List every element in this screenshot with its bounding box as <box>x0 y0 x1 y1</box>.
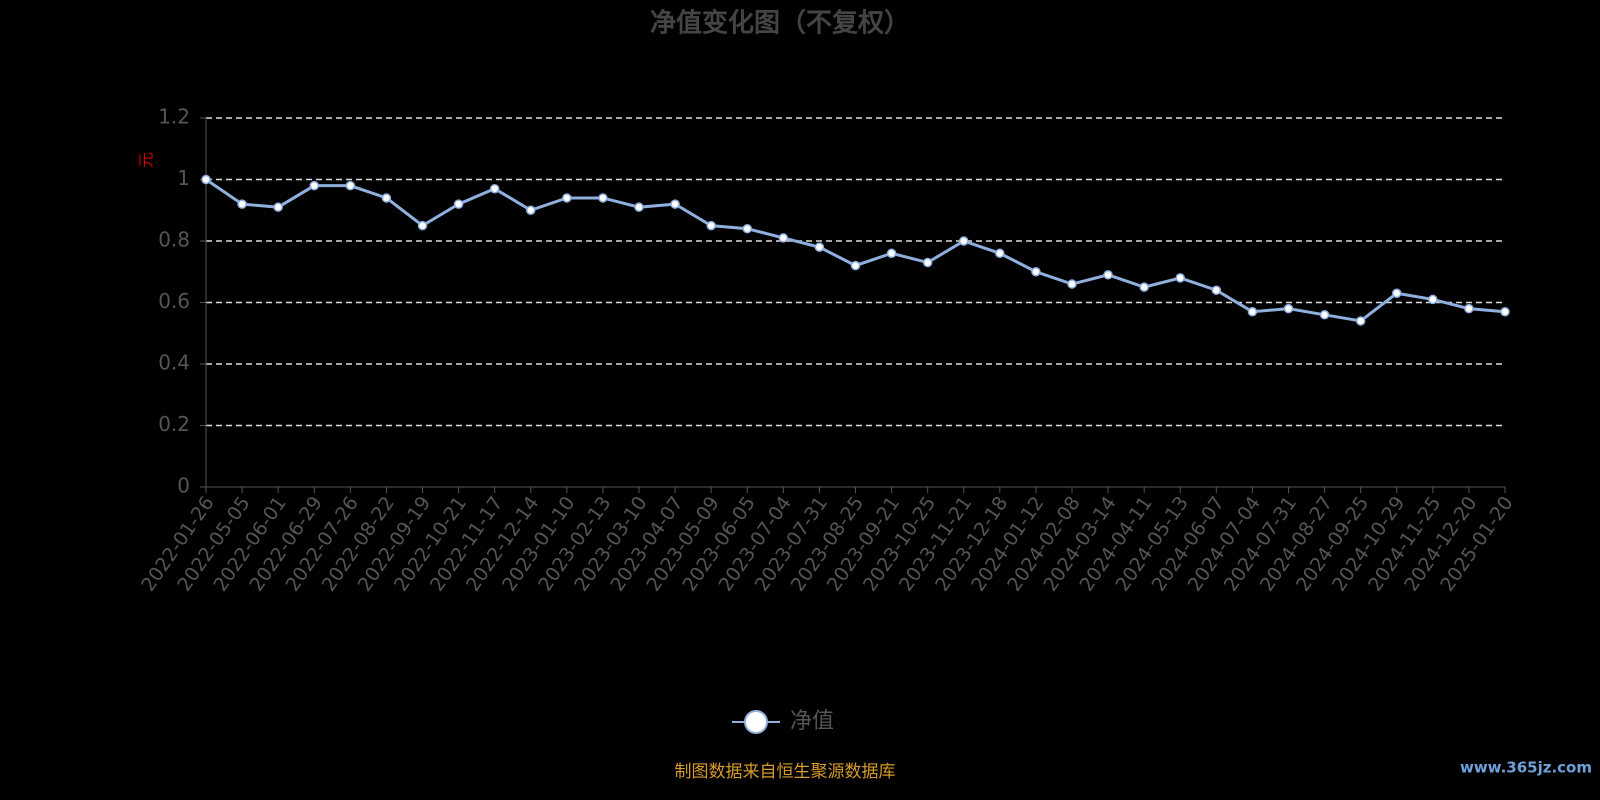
y-tick-label: 0.2 <box>158 412 190 436</box>
point <box>1103 270 1113 280</box>
point <box>1247 306 1258 317</box>
point <box>922 257 933 268</box>
line <box>205 178 1506 323</box>
y-tick-label: 0 <box>177 474 190 498</box>
y-tick-label: 0.8 <box>158 228 190 252</box>
y-tick-label: 0.6 <box>158 289 190 313</box>
point <box>201 174 211 185</box>
chart-title: 净值变化图（不复权） <box>650 8 910 39</box>
point <box>1392 288 1402 299</box>
y-tick-label: 1.2 <box>158 105 190 129</box>
point <box>1355 316 1366 326</box>
point <box>850 260 861 271</box>
point <box>1139 282 1149 292</box>
point <box>562 193 572 203</box>
point <box>670 199 680 209</box>
legend-marker <box>744 710 768 734</box>
point <box>1031 267 1041 277</box>
point <box>345 180 356 191</box>
point <box>1211 285 1222 295</box>
point <box>273 202 283 212</box>
point <box>1067 279 1077 289</box>
y-tick-label: 0.4 <box>158 351 190 375</box>
point <box>814 242 825 252</box>
point <box>706 220 716 231</box>
watermark: www.365jz.com <box>1460 759 1592 777</box>
point <box>417 220 428 231</box>
point <box>237 199 247 209</box>
point <box>1500 306 1510 317</box>
point <box>489 183 500 194</box>
point <box>381 193 392 203</box>
point <box>634 202 644 212</box>
point <box>742 223 752 234</box>
point <box>1175 273 1185 283</box>
point <box>778 233 789 243</box>
point <box>1428 294 1438 305</box>
point <box>526 205 536 215</box>
point <box>453 199 464 209</box>
point <box>1464 303 1474 314</box>
source-note: 制图数据来自恒生聚源数据库 <box>675 762 896 782</box>
point <box>1283 303 1294 314</box>
point <box>886 248 897 259</box>
point <box>959 236 969 246</box>
point <box>995 248 1005 259</box>
y-tick-label: 1 <box>177 166 190 190</box>
point <box>1319 310 1330 320</box>
legend-label: 净值 <box>790 709 834 734</box>
point <box>598 193 608 203</box>
point <box>309 180 319 191</box>
y-axis-label: 元 <box>137 152 156 168</box>
